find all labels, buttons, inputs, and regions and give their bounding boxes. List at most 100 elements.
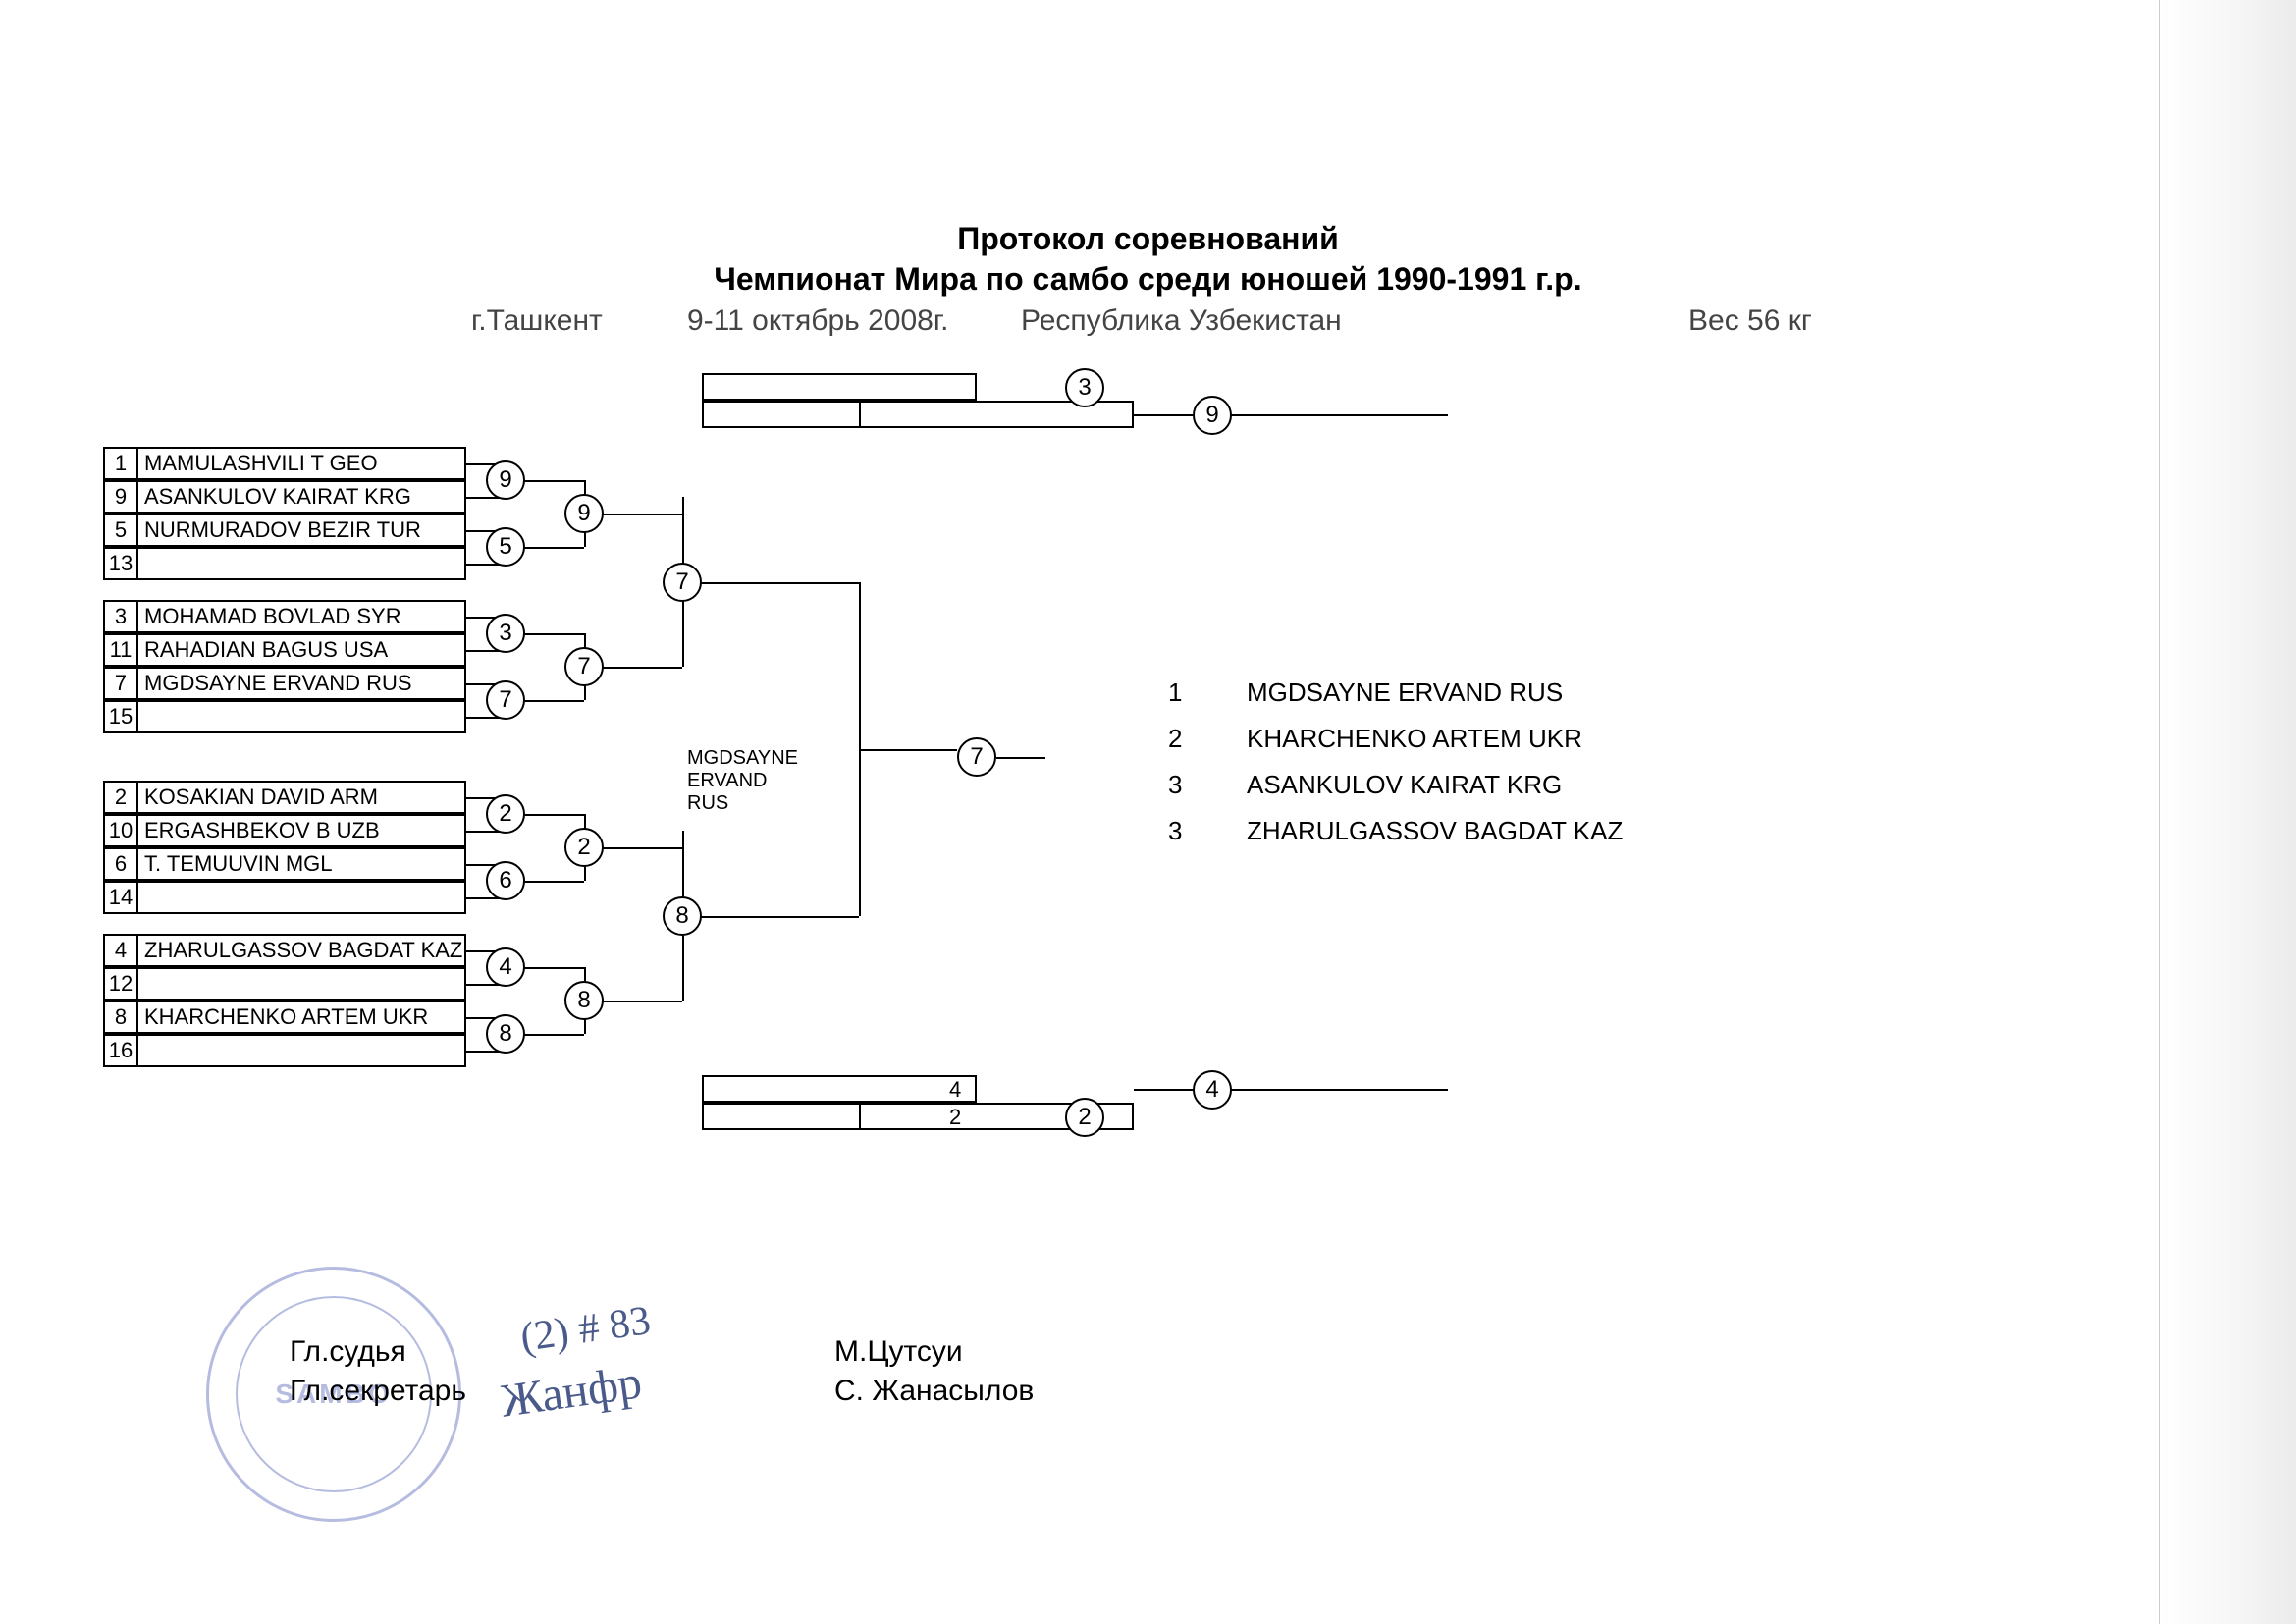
mini-bot-1	[702, 1075, 977, 1103]
conn	[682, 916, 859, 918]
bracket-slot: 2 KOSAKIAN DAVID ARM	[103, 781, 466, 814]
mini-bot-c2: 4	[1193, 1070, 1232, 1110]
mini-top-tail	[1134, 414, 1448, 416]
subhead-date: 9-11 октябрь 2008г.	[687, 304, 948, 338]
seed: 1	[105, 449, 138, 478]
secretary-name: С. Жанасылов	[834, 1375, 1034, 1408]
title-2: Чемпионат Мира по самбо среди юношей 199…	[0, 261, 2296, 298]
r1-circle: 4	[486, 947, 525, 987]
seed: 13	[105, 549, 138, 578]
competitor-name: RAHADIAN BAGUS USA	[138, 637, 464, 663]
bracket-slot: 4 ZHARULGASSOV BAGDAT KAZ	[103, 934, 466, 967]
r1-circle: 6	[486, 861, 525, 900]
competitor-name: KOSAKIAN DAVID ARM	[138, 785, 464, 810]
seed: 11	[105, 635, 138, 665]
r3-circle: 7	[663, 563, 702, 602]
results-name: ZHARULGASSOV BAGDAT KAZ	[1247, 816, 1623, 846]
competitor-name: ZHARULGASSOV BAGDAT KAZ	[138, 938, 464, 963]
seed: 16	[105, 1036, 138, 1065]
results-row: 3 ASANKULOV KAIRAT KRG	[1168, 770, 1623, 800]
bracket-slot: 12	[103, 967, 466, 1001]
competitor-name: T. TEMUUVIN MGL	[138, 851, 464, 877]
results-row: 3 ZHARULGASSOV BAGDAT KAZ	[1168, 816, 1623, 846]
results-name: MGDSAYNE ERVAND RUS	[1247, 677, 1563, 708]
subhead-city: г.Ташкент	[471, 304, 603, 338]
mini-top-c2: 9	[1193, 396, 1232, 435]
subhead-venue: Республика Узбекистан	[1021, 304, 1342, 338]
conn	[682, 582, 859, 584]
r1-circle: 2	[486, 794, 525, 834]
footer-block: Гл.судья Гл.секретарь	[290, 1335, 466, 1408]
competitor-name: ASANKULOV KAIRAT KRG	[138, 484, 464, 510]
judge-label: Гл.судья	[290, 1335, 466, 1369]
results-row: 1 MGDSAYNE ERVAND RUS	[1168, 677, 1623, 708]
final-winner-name: MGDSAYNE ERVAND RUS	[687, 747, 798, 815]
bracket-slot: 7 MGDSAYNE ERVAND RUS	[103, 667, 466, 700]
seed: 9	[105, 482, 138, 512]
bracket-slot: 11 RAHADIAN BAGUS USA	[103, 633, 466, 667]
seed: 6	[105, 849, 138, 879]
results-name: KHARCHENKO ARTEM UKR	[1247, 724, 1582, 754]
bracket-slot: 1 MAMULASHVILI T GEO	[103, 447, 466, 480]
mini-bot-c1: 2	[1065, 1098, 1104, 1137]
r1-circle: 8	[486, 1014, 525, 1054]
conn	[859, 749, 957, 751]
bracket-slot: 15	[103, 700, 466, 733]
competitor-name: NURMURADOV BEZIR TUR	[138, 517, 464, 543]
results-place: 1	[1168, 677, 1247, 708]
r3-circle: 8	[663, 896, 702, 936]
seed: 14	[105, 883, 138, 912]
bracket-slot: 5 NURMURADOV BEZIR TUR	[103, 514, 466, 547]
r2-circle: 2	[564, 828, 604, 867]
r2-circle: 7	[564, 647, 604, 686]
seed: 4	[105, 936, 138, 965]
final-circle: 7	[957, 737, 996, 777]
results-place: 3	[1168, 770, 1247, 800]
seed: 5	[105, 515, 138, 545]
bracket-slot: 13	[103, 547, 466, 580]
results-name: ASANKULOV KAIRAT KRG	[1247, 770, 1562, 800]
judge-name: М.Цутсуи	[834, 1335, 963, 1369]
r1-circle: 5	[486, 527, 525, 567]
title-1: Протокол соревнований	[0, 221, 2296, 257]
final-tail	[996, 757, 1045, 759]
seed: 3	[105, 602, 138, 631]
competitor-name: MGDSAYNE ERVAND RUS	[138, 671, 464, 696]
mini-top-1	[702, 373, 977, 401]
bracket-slot: 6 T. TEMUUVIN MGL	[103, 847, 466, 881]
seed: 10	[105, 816, 138, 845]
r2-circle: 8	[564, 981, 604, 1020]
results-place: 2	[1168, 724, 1247, 754]
subhead-weight: Вес 56 кг	[1688, 304, 1812, 338]
results-place: 3	[1168, 816, 1247, 846]
bracket-slot: 16	[103, 1034, 466, 1067]
seed: 15	[105, 702, 138, 731]
bracket-slot: 9 ASANKULOV KAIRAT KRG	[103, 480, 466, 514]
results-row: 2 KHARCHENKO ARTEM UKR	[1168, 724, 1623, 754]
mini-top-c1: 3	[1065, 368, 1104, 407]
header-block: Протокол соревнований Чемпионат Мира по …	[0, 221, 2296, 298]
mini-bot-l2: 2	[949, 1105, 961, 1130]
bracket-slot: 10 ERGASHBEKOV B UZB	[103, 814, 466, 847]
mini-bot-tail	[1134, 1089, 1448, 1091]
r1-circle: 7	[486, 680, 525, 720]
r1-circle: 9	[486, 460, 525, 500]
bracket-slot: 8 KHARCHENKO ARTEM UKR	[103, 1001, 466, 1034]
competitor-name: MOHAMAD BOVLAD SYR	[138, 604, 464, 629]
r2-circle: 9	[564, 494, 604, 533]
signature-2: Жанфр	[498, 1355, 645, 1428]
competitor-name: MAMULASHVILI T GEO	[138, 451, 464, 476]
secretary-label: Гл.секретарь	[290, 1375, 466, 1408]
mini-bot-l1: 4	[949, 1077, 961, 1103]
seed: 2	[105, 783, 138, 812]
r1-circle: 3	[486, 614, 525, 653]
results-block: 1 MGDSAYNE ERVAND RUS 2 KHARCHENKO ARTEM…	[1168, 677, 1623, 862]
bracket-slot: 3 MOHAMAD BOVLAD SYR	[103, 600, 466, 633]
seed: 12	[105, 969, 138, 999]
signature-1: (2) # 83	[517, 1297, 653, 1362]
seed: 7	[105, 669, 138, 698]
competitor-name: KHARCHENKO ARTEM UKR	[138, 1004, 464, 1030]
competitor-name: ERGASHBEKOV B UZB	[138, 818, 464, 843]
bracket-slot: 14	[103, 881, 466, 914]
seed: 8	[105, 1002, 138, 1032]
